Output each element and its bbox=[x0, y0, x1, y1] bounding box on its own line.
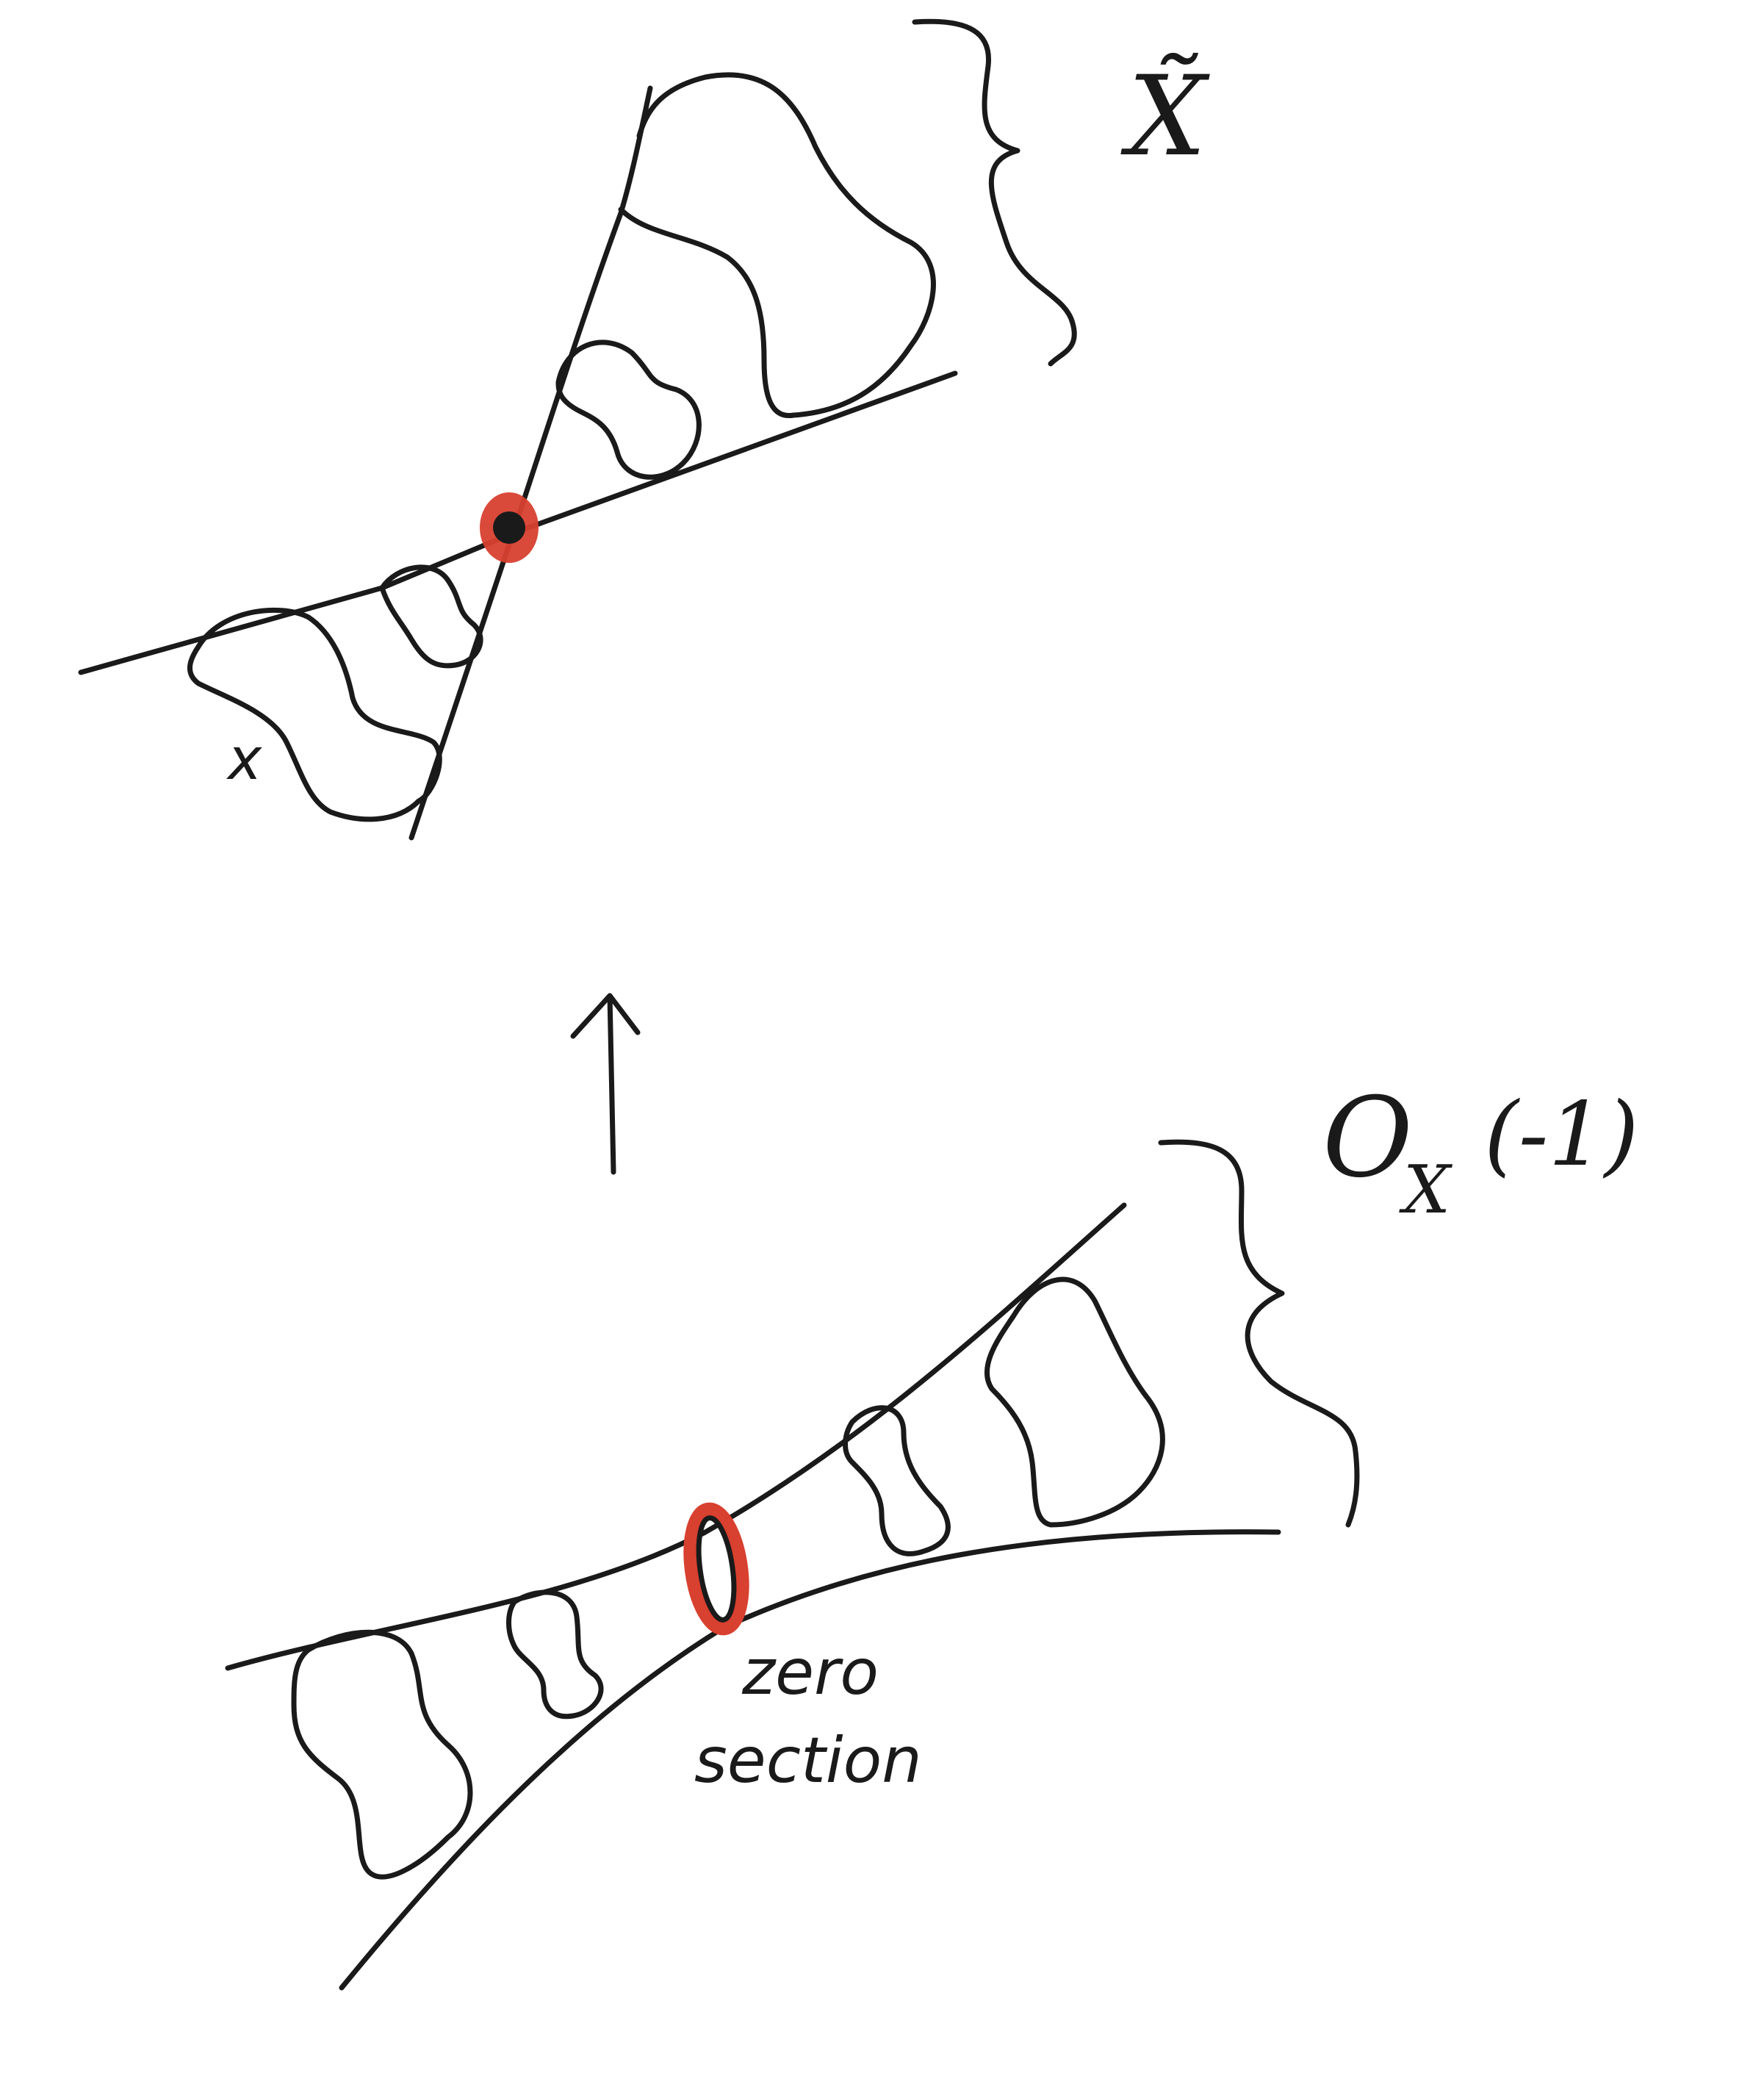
bundle-blob-3 bbox=[843, 1405, 951, 1556]
bundle-blob-2 bbox=[506, 1589, 604, 1720]
label-o-x-base: O bbox=[1322, 1074, 1413, 1202]
up-arrow-icon bbox=[570, 993, 641, 1175]
bundle-blob-4 bbox=[984, 1276, 1165, 1528]
label-o-x-arg: (-1) bbox=[1484, 1084, 1639, 1186]
label-o-x-sub: X bbox=[1399, 1152, 1453, 1229]
blowup-line-steep bbox=[408, 85, 653, 841]
blob-lower-large bbox=[187, 607, 442, 822]
bundle-blob-1 bbox=[291, 1629, 473, 1880]
blob-lower-small bbox=[379, 564, 483, 669]
label-x-small: x bbox=[226, 727, 262, 793]
brace-x-tilde bbox=[912, 18, 1077, 367]
zero-section-circle bbox=[696, 1515, 737, 1623]
blowup-figure: X̃ x bbox=[78, 18, 1210, 841]
label-x-tilde: X̃ bbox=[1120, 53, 1210, 181]
bundle-upper-curve bbox=[225, 1202, 1127, 1671]
label-zero-section-line1: zero bbox=[741, 1636, 879, 1709]
blob-upper-small bbox=[555, 339, 702, 480]
zero-section-highlight bbox=[683, 1502, 749, 1636]
blowup-line-horizontal bbox=[78, 370, 958, 675]
blob-upper-large bbox=[618, 72, 936, 418]
brace-o-x bbox=[1158, 1139, 1360, 1528]
label-zero-section-line2: section bbox=[694, 1724, 922, 1797]
line-bundle-figure: zero section O X (-1) bbox=[225, 1074, 1639, 1991]
blowup-point bbox=[493, 511, 525, 544]
